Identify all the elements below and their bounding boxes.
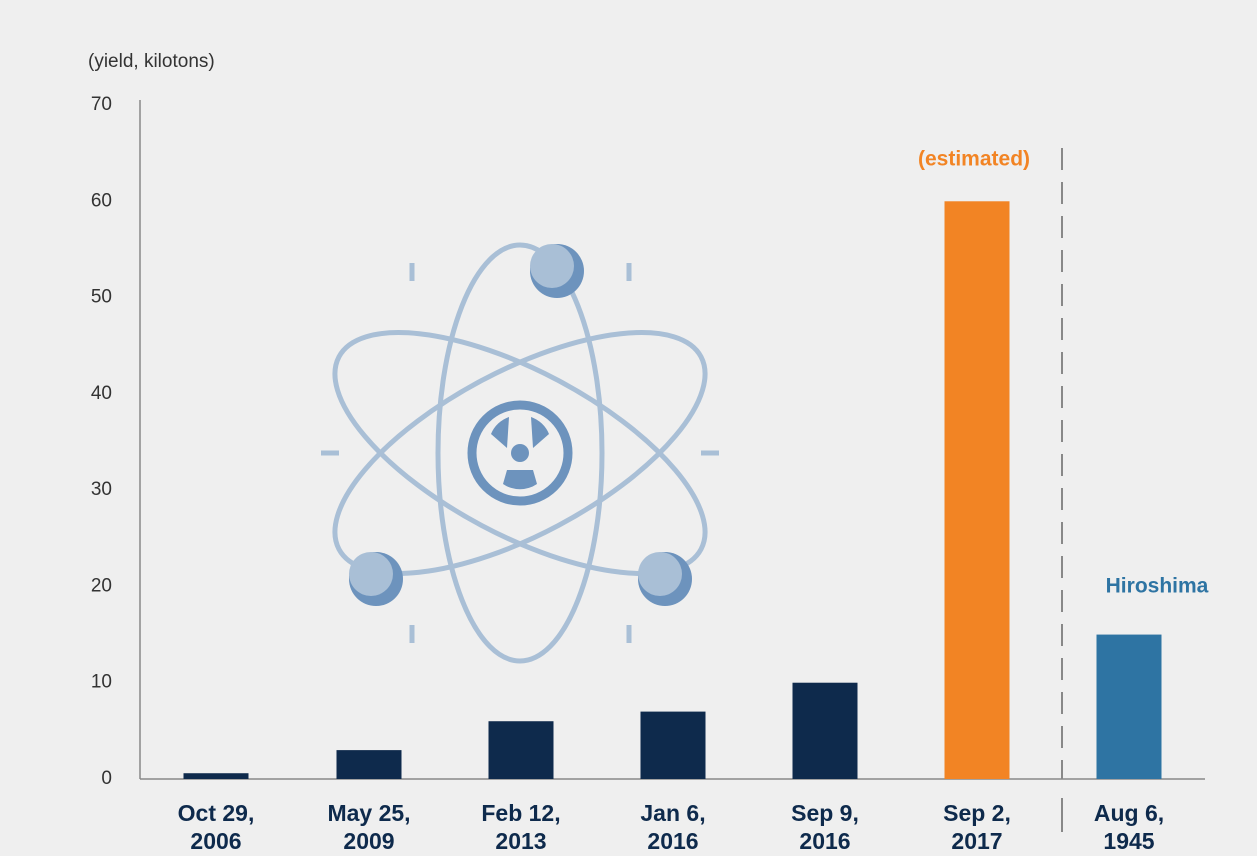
x-tick-label: Sep 2, 2017 [943,800,1011,854]
y-tick-label: 10 [91,672,112,693]
x-tick-label: Feb 12, 2013 [481,800,561,854]
bar [944,201,1010,780]
y-tick-label: 60 [91,190,112,211]
bar [488,721,554,779]
y-tick-label: 50 [91,287,112,308]
bar [336,750,402,779]
annotation: (estimated) [918,148,1030,171]
y-tick-label: 0 [101,768,112,789]
atom-icon [321,242,719,664]
annotation: Hiroshima [1106,575,1209,598]
bar [640,711,706,779]
x-tick-label: Jan 6, 2016 [640,800,706,854]
y-tick-label: 70 [91,94,112,115]
y-axis-label: (yield, kilotons) [88,51,215,72]
x-tick-label: Aug 6, 1945 [1093,800,1165,854]
bar [1096,634,1162,779]
bar [792,682,858,779]
x-tick-label: Sep 9, 2016 [791,800,859,854]
y-tick-label: 40 [91,383,112,404]
x-tick-label: May 25, 2009 [327,800,411,854]
bar [183,773,249,779]
x-tick-label: Oct 29, 2006 [177,800,255,854]
y-tick-label: 30 [91,479,112,500]
y-tick-label: 20 [91,575,112,596]
